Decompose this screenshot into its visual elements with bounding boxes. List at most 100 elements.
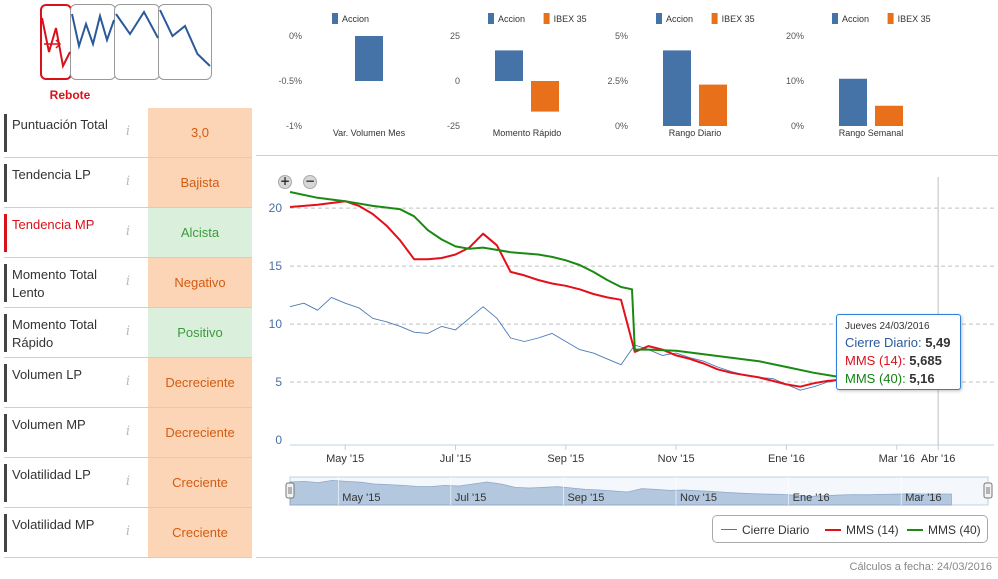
- info-icon[interactable]: i: [125, 424, 131, 439]
- y-tick-label: 20: [269, 201, 283, 215]
- x-tick-label: Abr '16: [921, 453, 956, 465]
- x-tick-label: Jul '15: [440, 453, 471, 465]
- y-tick-label: -25: [447, 121, 460, 131]
- indicator-value: Negativo: [148, 258, 252, 307]
- navigator-handle-left[interactable]: [285, 482, 295, 499]
- legend-item-mms14[interactable]: MMS (14): [825, 522, 899, 538]
- y-tick-label: 5: [275, 375, 282, 389]
- legend-swatch: [488, 13, 494, 24]
- indicator-row: Momento Total Rápido i Positivo: [4, 308, 252, 358]
- indicator-name: Tendencia MP: [12, 217, 95, 232]
- series-mms-40: [289, 191, 939, 382]
- y-tick-label: 10%: [786, 76, 804, 86]
- category-label: Momento Rápido: [493, 128, 562, 138]
- legend-swatch: [332, 13, 338, 24]
- x-tick-label: Sep '15: [547, 453, 584, 465]
- y-tick-label: 25: [450, 31, 460, 41]
- x-tick-label: Nov '15: [658, 453, 695, 465]
- info-icon[interactable]: i: [125, 524, 131, 539]
- indicator-value: Positivo: [148, 308, 252, 357]
- legend-label: Accion: [498, 14, 525, 24]
- chart-legend: Cierre Diario MMS (14) MMS (40): [712, 515, 988, 543]
- legend-label: IBEX 35: [898, 14, 931, 24]
- row-marker: [4, 214, 7, 252]
- indicator-value: Creciente: [148, 458, 252, 507]
- navigator-handle-right[interactable]: [983, 482, 993, 499]
- info-icon[interactable]: i: [125, 374, 131, 389]
- indicator-row: Tendencia MP i Alcista: [4, 208, 252, 258]
- info-icon[interactable]: i: [125, 324, 131, 339]
- pattern-thumb-4[interactable]: [158, 4, 212, 80]
- legend-label: Accion: [342, 14, 369, 24]
- y-tick-label: 5%: [615, 31, 628, 41]
- pattern-line-1: [41, 17, 71, 70]
- row-marker: [4, 314, 7, 352]
- navigator-area: [289, 479, 952, 506]
- mini-chart-rango-semanal: Accion IBEX 35 20% 10% 0% Rango Semanal: [776, 6, 946, 146]
- pattern-line-4: [159, 9, 211, 67]
- pattern-thumb-rebote[interactable]: [40, 4, 72, 80]
- row-marker: [4, 464, 7, 502]
- indicator-value: Creciente: [148, 508, 252, 557]
- legend-item-close[interactable]: Cierre Diario: [721, 522, 809, 538]
- info-icon[interactable]: i: [125, 174, 131, 189]
- indicator-value: Decreciente: [148, 408, 252, 457]
- zoom-in-icon[interactable]: +: [278, 174, 292, 189]
- y-tick-label: 0: [275, 433, 282, 447]
- pattern-label: Rebote: [49, 88, 91, 102]
- indicator-row: Volatilidad LP i Creciente: [4, 458, 252, 508]
- indicator-name: Volatilidad MP: [12, 517, 95, 532]
- bar-accion: [663, 50, 691, 126]
- navigator-tick-label: Sep '15: [567, 492, 604, 504]
- indicator-name: Volumen LP: [12, 367, 83, 382]
- navigator-tick-label: Mar '16: [905, 492, 941, 504]
- indicator-row: Momento Total Lento i Negativo: [4, 258, 252, 308]
- indicator-name: Volumen MP: [12, 417, 86, 432]
- legend-swatch: [832, 13, 838, 24]
- y-tick-label: 10: [269, 317, 283, 331]
- indicator-value: 3,0: [148, 108, 252, 157]
- tooltip-date: Jueves 24/03/2016: [845, 321, 930, 332]
- pattern-line-3: [115, 10, 159, 39]
- indicator-name: Momento Total Rápido: [12, 317, 98, 350]
- y-tick-label: 2.5%: [607, 76, 628, 86]
- pattern-thumb-lines: [41, 9, 211, 70]
- legend-item-mms40[interactable]: MMS (40): [907, 522, 981, 538]
- navigator-tick-label: Nov '15: [680, 492, 717, 504]
- y-tick-label: 15: [269, 259, 283, 273]
- row-marker: [4, 164, 7, 202]
- bar-accion: [355, 36, 383, 81]
- pattern-thumbnails: [40, 4, 212, 80]
- calc-date: Cálculos a fecha: 24/03/2016: [849, 561, 993, 573]
- series-mms-14: [289, 200, 939, 388]
- divider-top: [256, 155, 998, 156]
- divider-bottom: [256, 557, 998, 558]
- bar-ibex-35: [531, 81, 559, 112]
- legend-swatch: [543, 13, 550, 24]
- bar-accion: [495, 50, 523, 81]
- legend-swatch: [887, 13, 894, 24]
- y-tick-label: 20%: [786, 31, 804, 41]
- info-icon[interactable]: i: [125, 124, 131, 139]
- row-marker: [4, 414, 7, 452]
- mini-chart-rango-diario: Accion IBEX 35 5% 2.5% 0% Rango Diario: [600, 6, 770, 146]
- mini-chart-momento: Accion IBEX 35 25 0 -25 Momento Rápido: [432, 6, 602, 146]
- legend-swatch: [711, 13, 718, 24]
- chart-tooltip: Jueves 24/03/2016 Cierre Diario: 5,49 MM…: [836, 314, 961, 390]
- category-label: Rango Diario: [669, 128, 722, 138]
- info-icon[interactable]: i: [125, 274, 131, 289]
- navigator-tick-label: Jul '15: [455, 492, 486, 504]
- legend-label: IBEX 35: [554, 14, 587, 24]
- navigator-tick-label: May '15: [342, 492, 380, 504]
- zoom-out-icon[interactable]: −: [303, 174, 317, 189]
- indicator-value: Decreciente: [148, 358, 252, 407]
- pattern-thumb-3[interactable]: [114, 4, 160, 80]
- mini-chart-volumen: Accion 0% -0.5% -1% Var. Volumen Mes: [274, 6, 444, 146]
- info-icon[interactable]: i: [125, 474, 131, 489]
- info-icon[interactable]: i: [125, 224, 131, 239]
- indicator-value: Bajista: [148, 158, 252, 207]
- x-tick-label: Ene '16: [768, 453, 805, 465]
- price-chart[interactable]: 0 5 10 15 20 May '15 Jul '15 Sep '15 Nov '15 Ene …: [256, 155, 998, 555]
- indicator-row: Puntuación Total i 3,0: [4, 108, 252, 158]
- indicator-row: Volumen MP i Decreciente: [4, 408, 252, 458]
